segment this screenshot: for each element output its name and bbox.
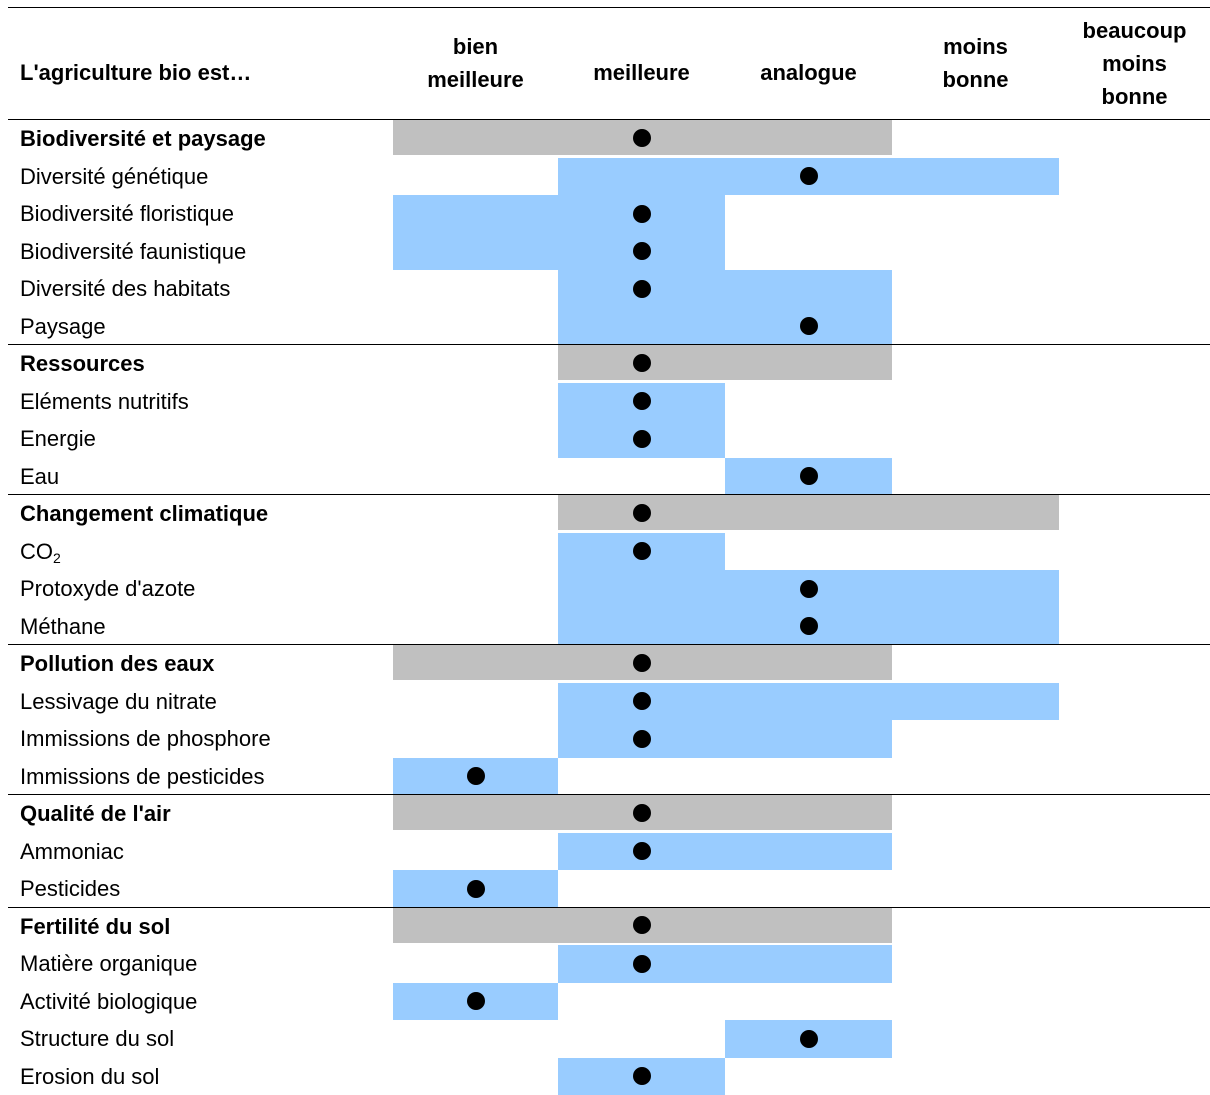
item-range-bar [393, 233, 725, 271]
item-value-dot [633, 205, 651, 223]
item-label: Protoxyde d'azote [20, 570, 195, 607]
item-label: Matière organique [20, 945, 197, 982]
label-subscript: 2 [53, 550, 61, 566]
column-header: moins bonne [892, 30, 1059, 96]
column-header: analogue [725, 56, 892, 89]
item-value-dot [633, 730, 651, 748]
category-range-bar [558, 345, 892, 380]
category-value-dot [633, 354, 651, 372]
item-range-bar [558, 270, 892, 308]
item-value-dot [633, 542, 651, 560]
category-value-dot [633, 804, 651, 822]
item-label: Ammoniac [20, 833, 124, 870]
item-value-dot [800, 167, 818, 185]
category-value-dot [633, 129, 651, 147]
item-label: Activité biologique [20, 983, 197, 1020]
item-label: Eléments nutritifs [20, 383, 189, 420]
category-value-dot [633, 654, 651, 672]
item-range-bar [558, 308, 892, 346]
item-value-dot [633, 842, 651, 860]
column-header: bien meilleure [393, 30, 558, 96]
item-value-dot [633, 392, 651, 410]
item-value-dot [633, 955, 651, 973]
item-label: Immissions de pesticides [20, 758, 265, 795]
item-label: Immissions de phosphore [20, 720, 271, 757]
item-range-bar [558, 833, 892, 871]
column-header: beaucoup moins bonne [1059, 14, 1210, 113]
item-range-bar [393, 195, 725, 233]
category-label: Fertilité du sol [20, 908, 170, 945]
item-value-dot [800, 580, 818, 598]
category-value-dot [633, 916, 651, 934]
item-label: Eau [20, 458, 59, 495]
item-label: Lessivage du nitrate [20, 683, 217, 720]
item-label: Energie [20, 420, 96, 457]
item-value-dot [633, 280, 651, 298]
item-label: Biodiversité faunistique [20, 233, 246, 270]
item-value-dot [633, 1067, 651, 1085]
row-header: L'agriculture bio est… [20, 56, 251, 89]
item-label: Méthane [20, 608, 106, 645]
item-label: Paysage [20, 308, 106, 345]
category-label: Changement climatique [20, 495, 268, 532]
item-value-dot [633, 430, 651, 448]
item-value-dot [633, 242, 651, 260]
item-label: Pesticides [20, 870, 120, 907]
item-value-dot [467, 992, 485, 1010]
item-range-bar [558, 945, 892, 983]
category-label: Pollution des eaux [20, 645, 214, 682]
category-label: Biodiversité et paysage [20, 120, 266, 157]
item-value-dot [633, 692, 651, 710]
item-value-dot [467, 767, 485, 785]
column-header: meilleure [558, 56, 725, 89]
item-value-dot [800, 467, 818, 485]
item-label: Erosion du sol [20, 1058, 159, 1095]
category-value-dot [633, 504, 651, 522]
item-label: Diversité des habitats [20, 270, 230, 307]
item-value-dot [800, 317, 818, 335]
item-value-dot [800, 1030, 818, 1048]
item-range-bar [558, 720, 892, 758]
item-value-dot [800, 617, 818, 635]
item-label: CO2 [20, 533, 61, 570]
top-rule [8, 7, 1210, 8]
category-label: Ressources [20, 345, 145, 382]
item-label: Biodiversité floristique [20, 195, 234, 232]
category-label: Qualité de l'air [20, 795, 171, 832]
item-value-dot [467, 880, 485, 898]
item-label: Structure du sol [20, 1020, 174, 1057]
item-label: Diversité génétique [20, 158, 208, 195]
